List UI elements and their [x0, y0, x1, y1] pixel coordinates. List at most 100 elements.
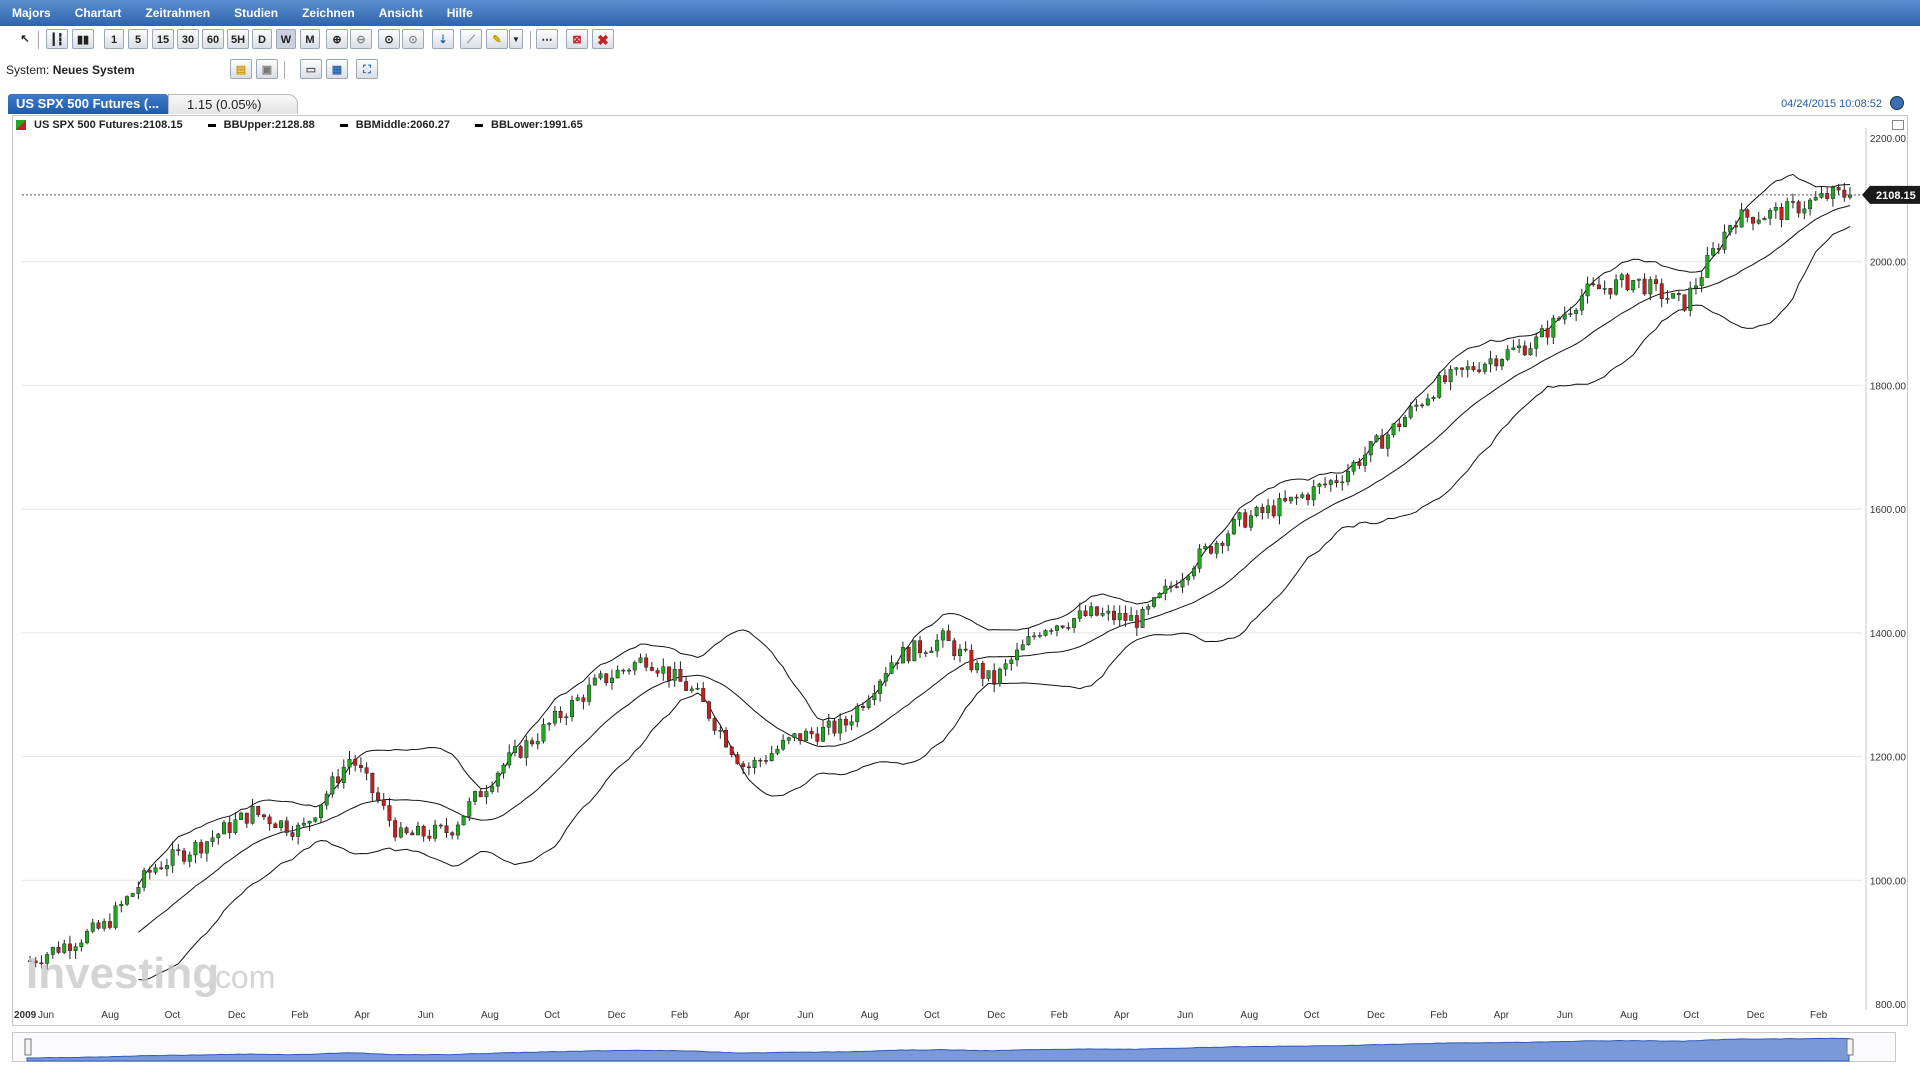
candle: [56, 947, 61, 953]
candle: [227, 822, 232, 833]
candle: [946, 630, 951, 642]
timeframe-30-button[interactable]: 30: [177, 29, 199, 49]
candle: [113, 905, 118, 928]
candle: [895, 662, 900, 664]
fullscreen-icon[interactable]: ⛶: [356, 59, 378, 79]
candle: [980, 663, 985, 679]
menu-majors[interactable]: Majors: [12, 6, 51, 20]
candle: [1762, 217, 1767, 221]
candle: [199, 842, 204, 854]
candle: [1562, 313, 1567, 320]
zoom-out-icon[interactable]: ⊖: [350, 29, 372, 49]
candle: [1408, 406, 1413, 418]
x-tick-label: Aug: [101, 1010, 119, 1021]
candle: [1129, 615, 1134, 621]
candle: [296, 824, 301, 837]
candle: [125, 896, 129, 905]
candlestick-icon[interactable]: ▮▮: [72, 29, 94, 49]
clock-icon[interactable]: [1890, 96, 1904, 110]
menu-hilfe[interactable]: Hilfe: [446, 6, 473, 20]
save-icon[interactable]: ▣: [256, 59, 278, 79]
candle: [1231, 519, 1236, 535]
pointer-icon[interactable]: ↖: [20, 33, 30, 45]
candle: [1574, 309, 1579, 314]
menu-zeichnen[interactable]: Zeichnen: [302, 6, 355, 20]
candle: [45, 954, 50, 964]
candle: [1403, 417, 1407, 428]
candle: [1328, 480, 1333, 485]
candle: [1551, 317, 1556, 338]
candle: [1197, 548, 1202, 569]
zoom-in-icon[interactable]: ⊕: [326, 29, 348, 49]
menu-studien[interactable]: Studien: [234, 6, 279, 20]
minimize-icon[interactable]: [1892, 120, 1904, 130]
candle: [1751, 216, 1755, 224]
candle: [969, 649, 974, 671]
tab-instrument[interactable]: US SPX 500 Futures (...: [8, 94, 168, 114]
candle: [1699, 277, 1704, 287]
open-folder-icon[interactable]: ▤: [230, 59, 252, 79]
image-export-icon[interactable]: ▦: [326, 59, 348, 79]
candle: [1134, 615, 1139, 628]
navigator-right-handle[interactable]: [1846, 1038, 1854, 1056]
timeframe-60-button[interactable]: 60: [202, 29, 224, 49]
zoom-reset-icon[interactable]: ⊙: [402, 29, 424, 49]
candle: [1254, 506, 1259, 516]
timeframe-d-button[interactable]: D: [252, 29, 272, 49]
download-icon[interactable]: ⇣: [432, 29, 454, 49]
candle: [655, 670, 660, 674]
x-tick-label: Aug: [1240, 1010, 1258, 1021]
print-icon[interactable]: ▭: [300, 59, 322, 79]
candle: [501, 764, 506, 774]
x-tick-label: Oct: [544, 1010, 560, 1021]
candle: [997, 668, 1002, 685]
bar-chart-icon[interactable]: ┃┇: [46, 29, 68, 49]
timeframe-1-button[interactable]: 1: [104, 29, 124, 49]
close-icon[interactable]: ✖: [592, 29, 614, 49]
menu-chartart[interactable]: Chartart: [74, 6, 122, 20]
price-chart[interactable]: 800.00 1000.00 1200.00 1400.00 1600.00 1800.0…: [0, 0, 1920, 1032]
menu-ansicht[interactable]: Ansicht: [378, 6, 423, 20]
candle: [1032, 635, 1037, 638]
price-change: 1.15 (0.05%): [168, 94, 298, 114]
ruler-icon[interactable]: ⋯: [536, 29, 558, 49]
candle: [900, 647, 905, 664]
candle: [290, 832, 295, 837]
x-tick-label: Oct: [165, 1010, 181, 1021]
navigator-left-handle[interactable]: [24, 1038, 32, 1056]
candle: [1385, 434, 1390, 449]
timeframe-w-button[interactable]: W: [276, 29, 296, 49]
candle: [729, 746, 734, 755]
candle: [764, 760, 768, 762]
candle: [1072, 618, 1077, 628]
y-tick-label: 1400.00: [1870, 629, 1907, 640]
candle: [1345, 470, 1350, 483]
candle: [1214, 542, 1219, 554]
candle: [170, 849, 175, 866]
candle: [689, 688, 694, 691]
timeframe-m-button[interactable]: M: [300, 29, 320, 49]
delete-drawing-icon[interactable]: ⊠: [566, 29, 588, 49]
candle: [684, 681, 689, 691]
candle: [1728, 225, 1733, 233]
timeframe-15-button[interactable]: 15: [152, 29, 174, 49]
pencil-icon[interactable]: ✎: [486, 29, 508, 49]
timeframe-5h-button[interactable]: 5H: [227, 29, 249, 49]
timeframe-5-button[interactable]: 5: [128, 29, 148, 49]
menu-zeitrahmen[interactable]: Zeitrahmen: [145, 6, 211, 20]
candle: [918, 640, 923, 654]
pencil-dropdown-icon[interactable]: ▼: [509, 29, 523, 49]
range-navigator[interactable]: [12, 1032, 1896, 1062]
candle: [1511, 347, 1516, 350]
candle: [1294, 496, 1299, 499]
draw-line-icon[interactable]: ⟋: [460, 29, 482, 49]
candle: [1825, 193, 1830, 199]
candle: [142, 870, 147, 888]
x-tick-label: Apr: [1114, 1010, 1130, 1021]
candle: [1499, 359, 1504, 367]
candle: [364, 767, 369, 774]
y-tick-label: 1800.00: [1870, 381, 1907, 392]
candle: [1745, 209, 1750, 218]
candle: [1248, 515, 1253, 528]
zoom-fit-icon[interactable]: ⊙: [378, 29, 400, 49]
